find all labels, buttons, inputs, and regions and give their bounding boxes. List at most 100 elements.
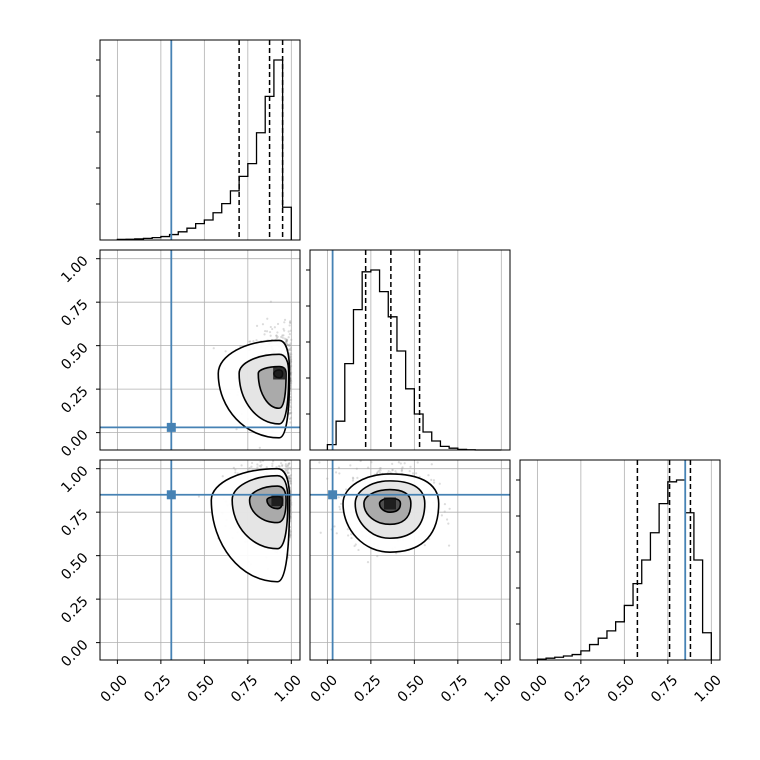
scatter-point (252, 446, 254, 448)
scatter-point (258, 446, 261, 449)
scatter-point (378, 471, 381, 474)
scatter-point (289, 481, 292, 485)
scatter-point (378, 454, 380, 456)
scatter-point (403, 462, 406, 465)
scatter-point (284, 338, 288, 341)
scatter-point (287, 464, 290, 467)
scatter-point (287, 330, 290, 333)
scatter-point (286, 469, 289, 473)
scatter-point (350, 533, 353, 536)
scatter-point (275, 465, 278, 469)
scatter-point (415, 472, 418, 475)
y-tick-label: 0.25 (58, 593, 91, 626)
scatter-point (289, 468, 293, 471)
scatter-point (409, 465, 412, 468)
scatter-point (289, 533, 292, 536)
scatter-point (268, 330, 272, 334)
scatter-point (289, 349, 293, 352)
scatter-point (263, 329, 267, 333)
scatter-point (287, 467, 290, 470)
scatter-point (289, 353, 292, 356)
panel-content (310, 454, 510, 660)
scatter-point (252, 339, 255, 343)
x-tick-label: 0.00 (308, 672, 341, 705)
panel-frame (309, 459, 511, 661)
scatter-point (285, 341, 288, 344)
scatter-point (351, 476, 355, 479)
scatter-point (288, 343, 291, 347)
scatter-point (276, 335, 279, 338)
scatter-point (337, 466, 341, 469)
scatter-point (400, 467, 404, 470)
scatter-point (281, 463, 284, 467)
panel-frame (519, 459, 721, 661)
scatter-point (289, 361, 292, 365)
scatter-point (339, 508, 342, 511)
scatter-point (248, 467, 251, 470)
scatter-point (286, 464, 289, 467)
scatter-point (289, 473, 293, 477)
scatter-point (379, 469, 382, 472)
scatter-point (234, 468, 237, 471)
x-tick-label: 0.25 (561, 672, 594, 705)
scatter-point (232, 466, 235, 469)
scatter-point (359, 460, 362, 463)
scatter-point (289, 532, 292, 535)
scatter-point (438, 482, 441, 485)
scatter-point (240, 464, 243, 467)
scatter-point (377, 469, 381, 472)
scatter-point (281, 464, 284, 468)
panel-content (100, 250, 300, 450)
scatter-point (349, 464, 352, 467)
scatter-point (273, 326, 276, 329)
contour-line (354, 480, 426, 540)
scatter-point (275, 336, 278, 340)
scatter-point (290, 371, 293, 374)
scatter-point (443, 510, 446, 513)
y-tick-label: 0.50 (58, 550, 91, 583)
scatter-point (290, 382, 293, 385)
y-tick-label: 0.25 (58, 383, 91, 416)
scatter-point (286, 343, 289, 346)
scatter-point (282, 334, 285, 337)
scatter-point (289, 379, 293, 382)
scatter-point (289, 480, 292, 483)
scatter-point (271, 464, 274, 468)
scatter-point (357, 548, 360, 552)
scatter-point (287, 442, 289, 444)
scatter-point (266, 442, 268, 444)
scatter-point (275, 334, 278, 337)
scatter-point (347, 534, 350, 537)
x-tick-label: 0.75 (438, 672, 471, 705)
scatter-point (289, 401, 292, 404)
scatter-point (250, 461, 254, 465)
scatter-point (289, 355, 293, 358)
scatter-point (289, 396, 292, 399)
scatter-point (268, 451, 270, 453)
scatter-point (289, 480, 292, 483)
scatter-point (376, 555, 379, 558)
scatter-point (285, 338, 289, 341)
density-core (273, 367, 286, 380)
scatter-point (285, 339, 288, 342)
scatter-point (389, 471, 392, 474)
scatter-point (262, 457, 264, 459)
density-core (384, 497, 396, 510)
scatter-point (221, 475, 224, 478)
scatter-point (276, 322, 280, 326)
scatter-point (289, 398, 293, 401)
scatter-point (281, 334, 284, 337)
scatter-point (284, 463, 288, 466)
scatter-point (333, 525, 336, 528)
scatter-point (277, 465, 280, 468)
contour-line (248, 485, 287, 524)
x-tick-label: 0.50 (605, 672, 638, 705)
scatter-point (285, 468, 288, 471)
scatter-point (353, 544, 356, 548)
scatter-point (447, 544, 451, 547)
scatter-point (289, 344, 292, 347)
scatter-point (397, 461, 400, 464)
scatter-point (400, 469, 404, 472)
truth-marker (328, 490, 338, 500)
